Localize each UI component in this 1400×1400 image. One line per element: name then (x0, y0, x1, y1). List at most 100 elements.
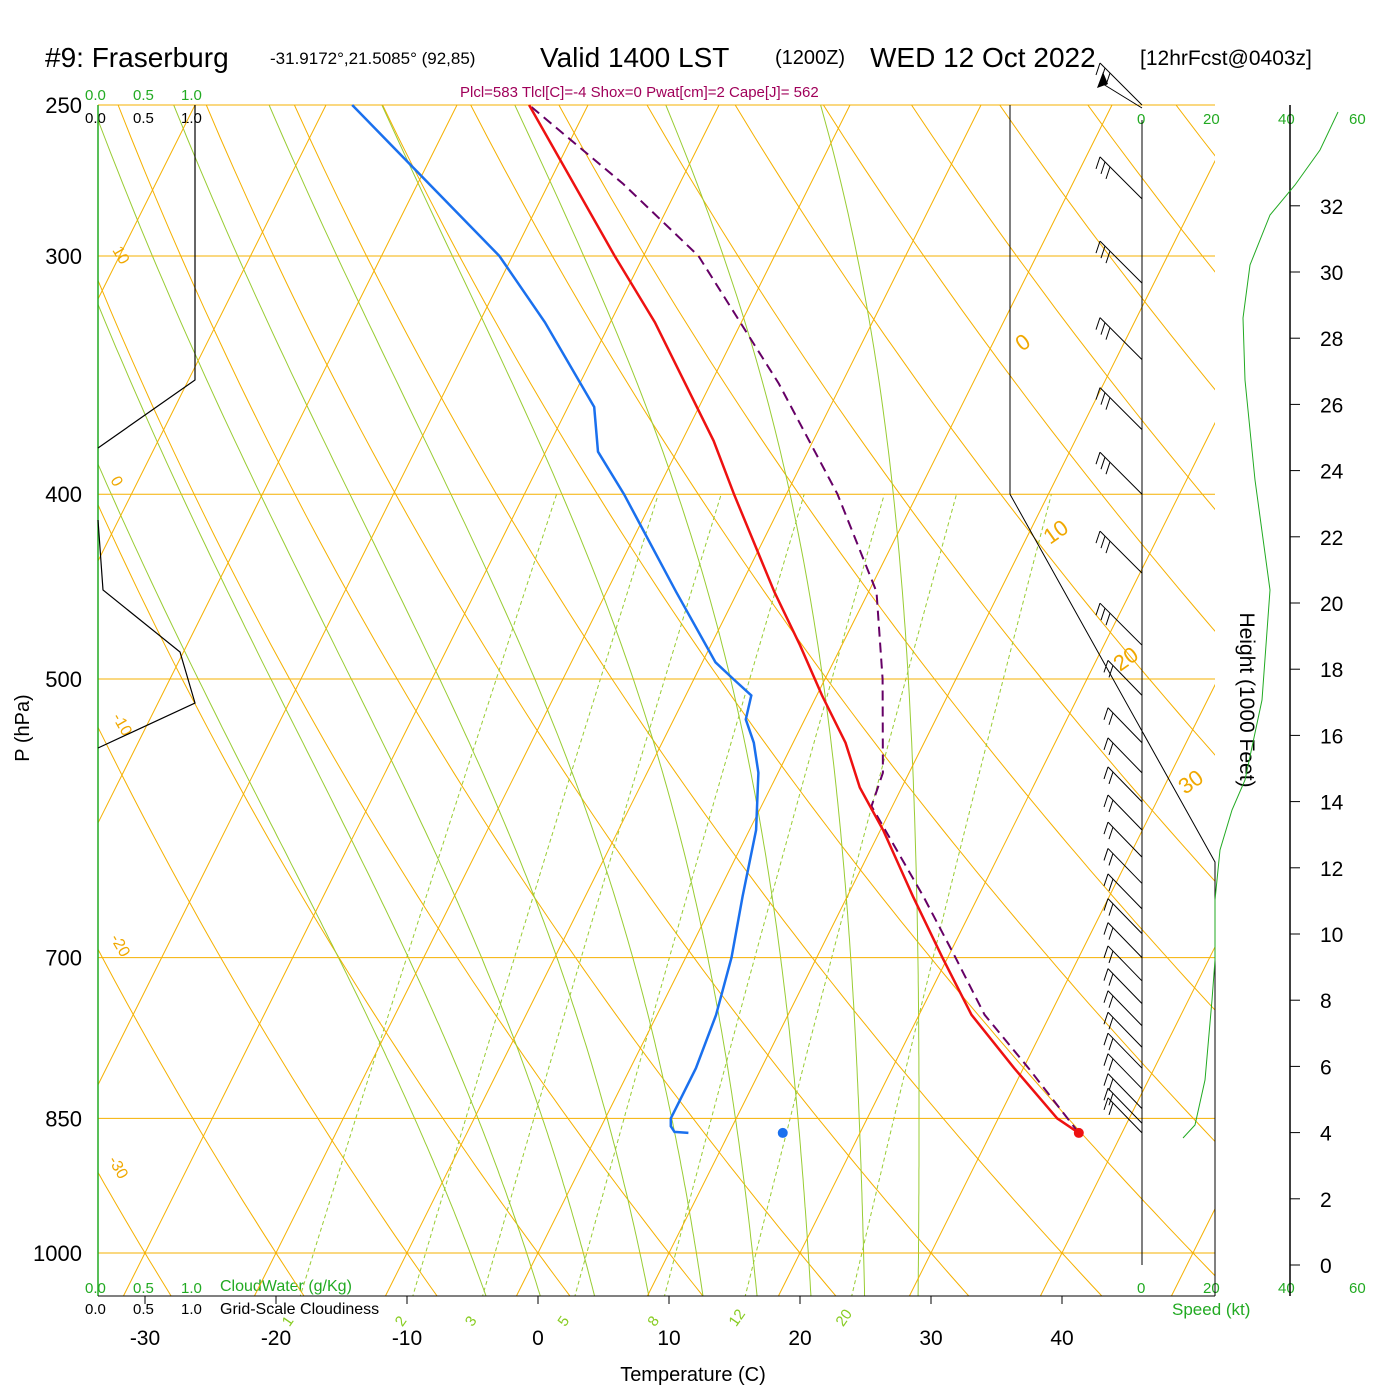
diagnostics: Plcl=583 Tlcl[C]=-4 Shox=0 Pwat[cm]=2 Ca… (460, 84, 819, 101)
cloud-bot-black-1: 0.5 (133, 1301, 154, 1318)
temperature-tick-label: 40 (1050, 1327, 1073, 1350)
wind-barb-feather (1108, 712, 1114, 725)
moist-adiabat (381, 105, 758, 1296)
wind-barb-feather (1095, 62, 1101, 76)
wind-barb-feather (1100, 457, 1106, 470)
pressure-tick-label: 250 (45, 93, 82, 118)
dry-adiabat (999, 105, 1215, 391)
speed-top-2: 40 (1278, 111, 1295, 128)
isotherm (384, 105, 982, 1296)
wind-barb-feather (1103, 737, 1109, 751)
north-arrow-icon (1097, 72, 1108, 88)
wind-barb-feather (1100, 161, 1106, 175)
wind-barb-feather (1108, 742, 1114, 756)
height-tick-label: 16 (1320, 725, 1343, 748)
isotherm-label: -30 (105, 1154, 131, 1183)
wind-barb-feather (1103, 848, 1109, 861)
wind-barb (1099, 530, 1143, 574)
cloud-top-green-2: 1.0 (181, 87, 202, 104)
mixing-ratio-line (574, 494, 805, 1296)
wind-barb (1099, 451, 1143, 495)
wind-barb (1107, 898, 1143, 934)
wind-barb-feather (1100, 392, 1106, 405)
cloud-bot-black-0: 0.0 (85, 1301, 106, 1318)
wind-barb-feather (1100, 608, 1106, 621)
height-tick-label: 10 (1320, 924, 1343, 947)
station-coords: -31.9172°,21.5085° (92,85) (270, 49, 475, 68)
y-axis-title: P (hPa) (12, 694, 34, 761)
mixing-ratio-line (482, 494, 722, 1296)
wind-barb-feather (1108, 1058, 1114, 1071)
wind-barb-feather (1103, 1012, 1109, 1025)
height-tick-label: 12 (1320, 858, 1343, 881)
wind-barb-feather (1105, 397, 1111, 410)
dry-adiabat (382, 105, 1215, 1277)
wind-barb-feather (1103, 766, 1109, 780)
wind-barb (1107, 922, 1143, 958)
isotherm-label: 0 (107, 474, 126, 490)
pressure-tick-label: 300 (45, 244, 82, 269)
wind-barb (1107, 660, 1143, 696)
forecast-info: [12hrFcst@0403z] (1140, 47, 1312, 70)
height-tick-label: 22 (1320, 527, 1343, 550)
moist-adiabat (514, 105, 812, 1296)
wind-barb-feather (1103, 945, 1109, 959)
wind-barb-feather (1108, 1102, 1114, 1116)
dry-adiabat (117, 105, 837, 1296)
dry-adiabat (98, 726, 438, 1296)
moist-adiabat (173, 105, 650, 1296)
wind-barb-feather (1095, 156, 1101, 170)
wind-barb (1099, 602, 1143, 646)
surface-dewpoint-dot (777, 1127, 788, 1138)
mixing-ratio-line (851, 494, 1052, 1296)
dry-adiabat (1175, 105, 1215, 157)
wind-barb-feather (1103, 873, 1109, 887)
wind-barb-feather (1095, 387, 1101, 400)
mixing-ratio-label: 3 (462, 1313, 481, 1330)
wind-barb (1107, 1097, 1143, 1134)
isotherm-label: 10 (109, 244, 133, 268)
dry-adiabat (470, 105, 1215, 1143)
wind-barb-feather (1095, 240, 1101, 254)
wind-barb (1099, 62, 1143, 106)
isotherm (777, 421, 1215, 1296)
mixing-ratio-line (412, 494, 659, 1296)
grid-lines (98, 105, 1215, 1296)
wind-barb (1107, 1011, 1143, 1048)
wind-barb-feather (1108, 973, 1114, 986)
moist-adiabat (98, 462, 487, 1296)
height-tick-label: 24 (1320, 461, 1344, 484)
wind-barb-feather (1095, 317, 1101, 330)
wind-barb-feather (1103, 1088, 1109, 1101)
isotherm (98, 105, 458, 825)
cloud-top-green-1: 0.5 (133, 87, 154, 104)
mixing-ratio-line (744, 494, 957, 1296)
cloud-bot-green-1: 0.5 (133, 1280, 154, 1297)
height-axis-title: Height (1000 Feet) (1235, 612, 1258, 787)
right-frame-skew (1009, 493, 1216, 1296)
moist-adiabat (98, 303, 541, 1296)
temperature-tick-label: -10 (392, 1327, 422, 1350)
speed-bot-1: 20 (1203, 1280, 1220, 1297)
surface-temperature-dot (1073, 1127, 1084, 1138)
wind-barb-feather (1108, 826, 1114, 840)
isotherm-label-right: 10 (1039, 515, 1073, 550)
wind-barb-feather (1108, 927, 1114, 940)
temperature-tick-label: -30 (130, 1327, 160, 1350)
dewpoint-trace (351, 104, 760, 1135)
mixing-ratio-line (663, 494, 885, 1296)
wind-barb (1107, 1032, 1143, 1069)
moist-adiabat (98, 118, 596, 1296)
wind-barb-feather (1103, 707, 1109, 720)
cloud-bot-green-0: 0.0 (85, 1280, 106, 1297)
wind-barb (1107, 945, 1143, 982)
height-tick-label: 2 (1320, 1189, 1332, 1212)
wind-barb-feather (1108, 878, 1114, 892)
valid-time: Valid 1400 LST (540, 42, 729, 73)
mixing-ratio-label: 12 (726, 1306, 749, 1329)
utc-time: (1200Z) (775, 47, 845, 69)
north-arrow-line (1102, 83, 1143, 109)
wind-barb-feather (1095, 603, 1101, 616)
height-tick-label: 4 (1320, 1123, 1332, 1146)
